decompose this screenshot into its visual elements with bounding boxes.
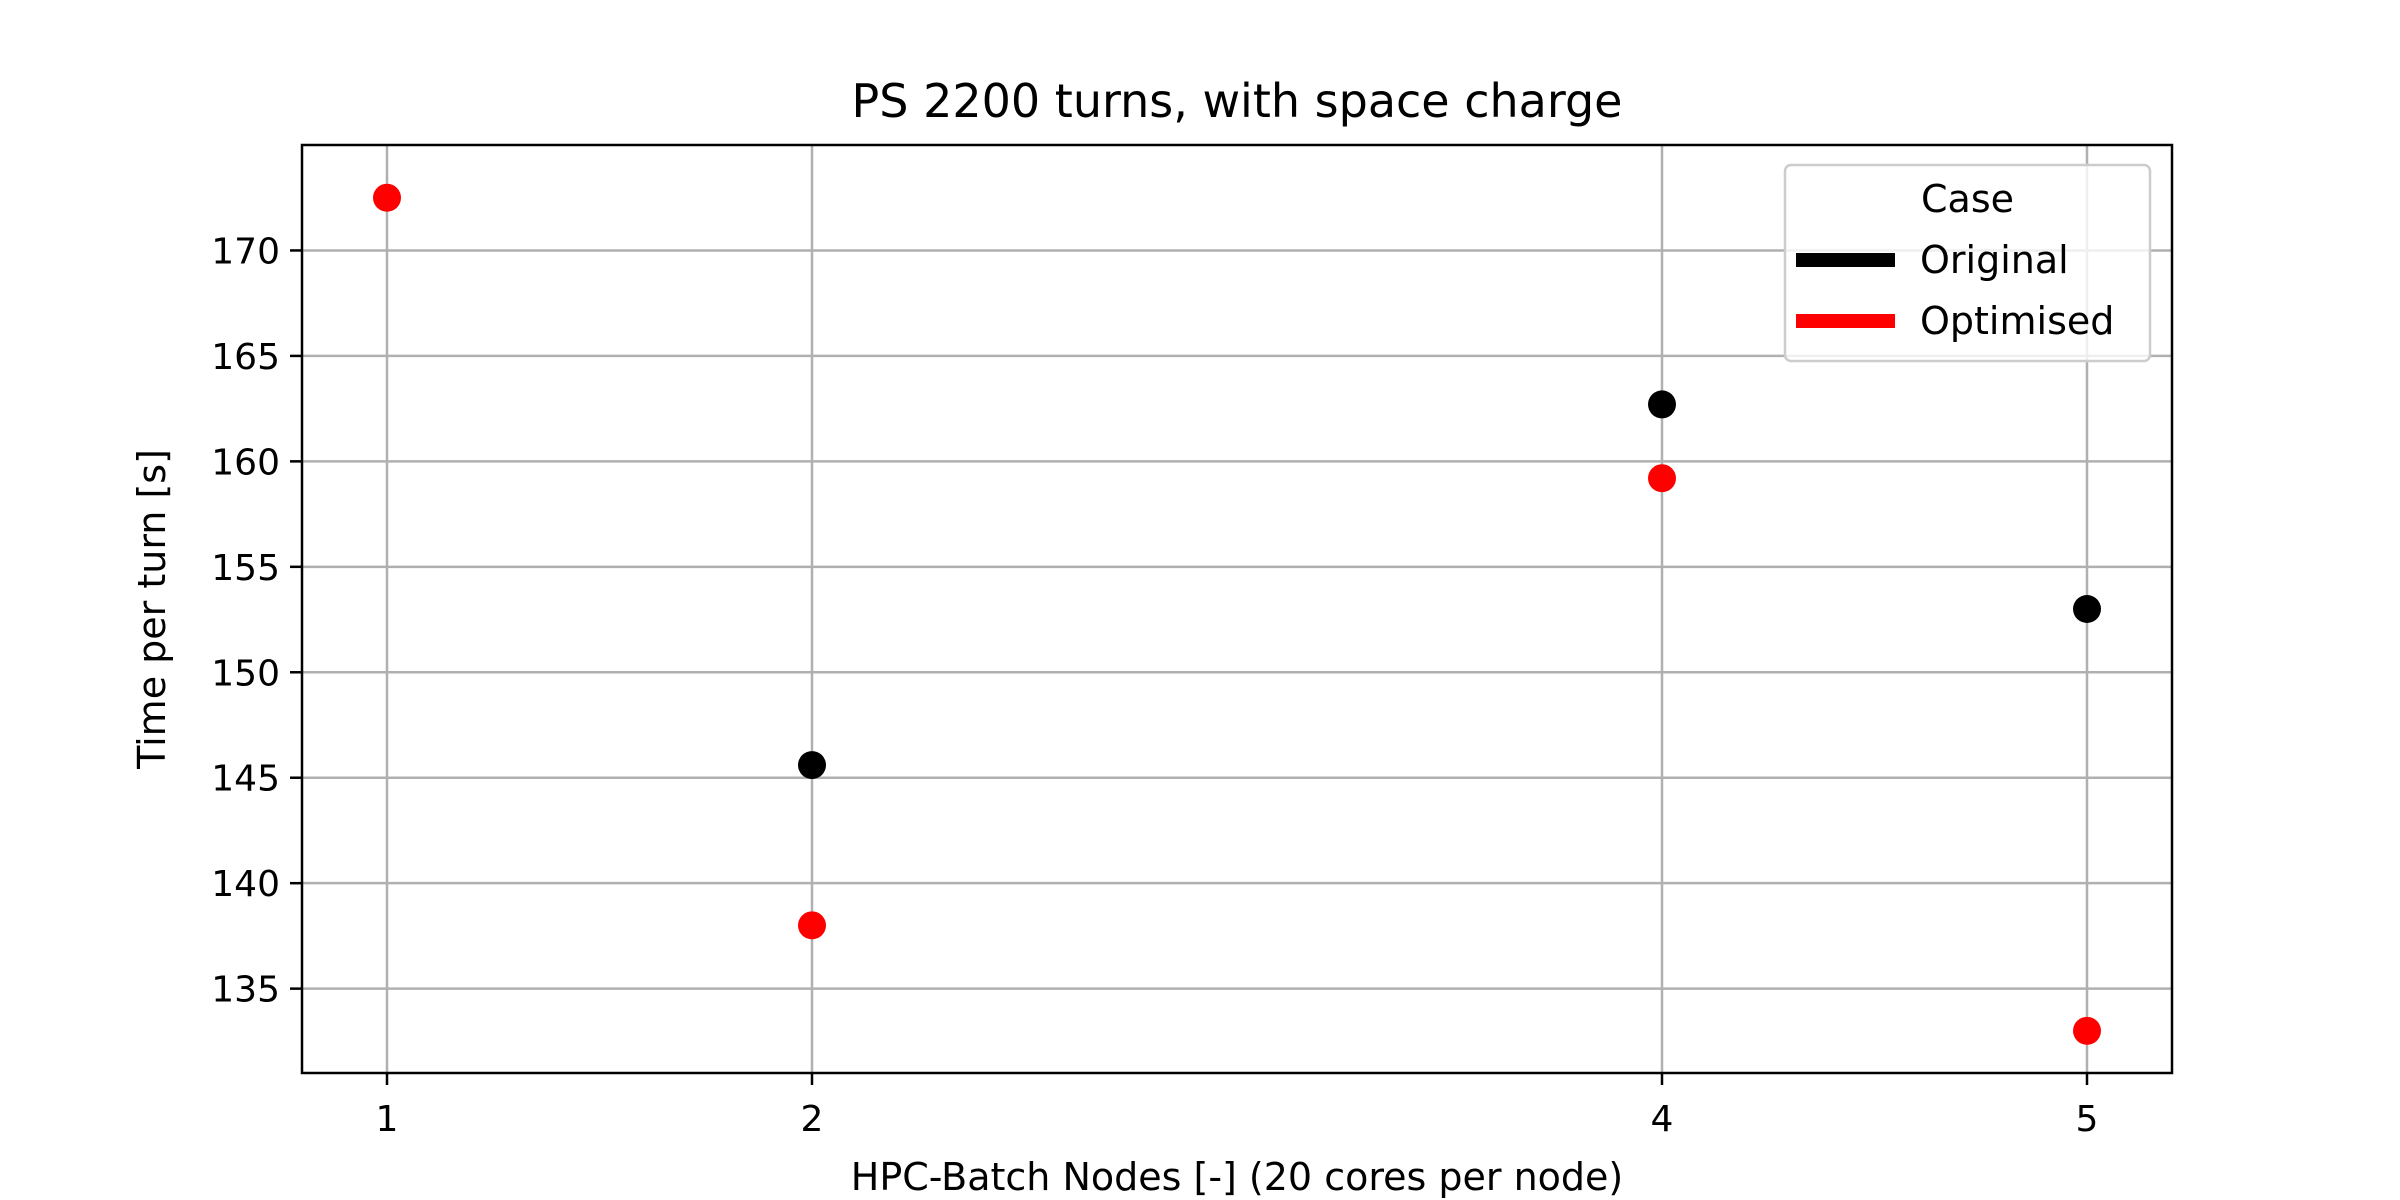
point-original: [1648, 390, 1676, 419]
y-tick-label: 145: [211, 759, 280, 800]
data-points: [373, 183, 2101, 1045]
legend-label-original: Original: [1920, 238, 2069, 282]
x-tick-label: 2: [801, 1099, 824, 1140]
x-tick-label: 4: [1651, 1099, 1674, 1140]
point-optimised: [798, 911, 826, 940]
y-tick-label: 165: [211, 337, 280, 378]
grid: [302, 145, 2172, 1073]
chart-title: PS 2200 turns, with space charge: [852, 74, 1623, 128]
y-tick-label: 155: [211, 548, 280, 589]
legend: Case Original Optimised: [1783, 163, 2152, 363]
point-original: [2073, 595, 2101, 623]
x-axis-label: HPC-Batch Nodes [-] (20 cores per node): [851, 1155, 1624, 1199]
y-tick-label: 150: [211, 653, 280, 694]
legend-box: [1783, 163, 2152, 363]
y-tick-label: 135: [211, 970, 280, 1011]
x-tick-label: 1: [376, 1099, 399, 1140]
point-optimised: [2073, 1016, 2101, 1045]
y-axis-label: Time per turn [s]: [130, 449, 174, 770]
y-axis-ticks: 135 140 145 150 155 160 165 170: [211, 231, 302, 1011]
x-axis-ticks: 1 2 4 5: [376, 1073, 2099, 1140]
point-optimised: [373, 183, 401, 212]
x-tick-label: 5: [2076, 1099, 2099, 1140]
point-original: [798, 751, 826, 780]
y-tick-label: 170: [211, 231, 280, 272]
plot-frame: [300, 143, 2174, 1075]
legend-title: Case: [1921, 177, 2014, 221]
y-tick-label: 160: [211, 442, 280, 483]
y-tick-label: 140: [211, 864, 280, 905]
point-optimised: [1648, 464, 1676, 493]
legend-label-optimised: Optimised: [1920, 299, 2114, 343]
